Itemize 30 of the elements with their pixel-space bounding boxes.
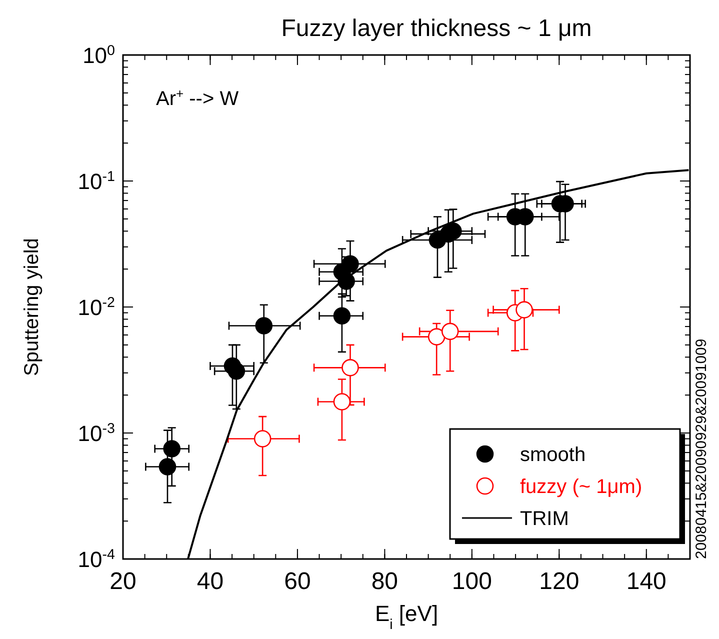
point bbox=[428, 328, 446, 346]
x-axis-title: E$_{i}$ [eV] bbox=[374, 601, 438, 633]
legend-label: smooth bbox=[520, 444, 586, 466]
x-tick-label: 120 bbox=[539, 568, 580, 595]
point bbox=[163, 440, 180, 458]
point bbox=[255, 317, 273, 334]
point bbox=[158, 458, 176, 476]
y-tick-label: 10$^{-1}$ bbox=[78, 169, 116, 194]
y-axis-title: Sputtering yield bbox=[21, 238, 43, 376]
x-tick-label: 60 bbox=[284, 568, 311, 595]
chart-title: Fuzzy layer thickness ~ 1 μm bbox=[281, 15, 592, 42]
point bbox=[228, 362, 246, 380]
y-tick-label: 10$^{0}$ bbox=[82, 43, 116, 68]
point bbox=[333, 307, 351, 325]
point bbox=[342, 359, 359, 376]
point bbox=[342, 255, 359, 273]
x-tick-label: 80 bbox=[371, 568, 398, 595]
legend-label: TRIM bbox=[520, 508, 569, 530]
point bbox=[333, 393, 351, 410]
y-tick-label: 10$^{-2}$ bbox=[78, 295, 116, 320]
legend-label: fuzzy (~ 1μm) bbox=[520, 476, 642, 498]
y-tick-label: 10$^{-3}$ bbox=[78, 421, 116, 446]
x-tick-label: 100 bbox=[452, 568, 492, 595]
point bbox=[516, 301, 533, 318]
x-tick-label: 40 bbox=[196, 568, 224, 595]
text: 20080415&20090929&20091009 bbox=[693, 338, 710, 559]
point bbox=[441, 322, 459, 340]
annotation: Ar$^{+}$ --> W bbox=[156, 86, 239, 110]
x-tick-label: 140 bbox=[626, 568, 666, 595]
point bbox=[254, 430, 272, 448]
